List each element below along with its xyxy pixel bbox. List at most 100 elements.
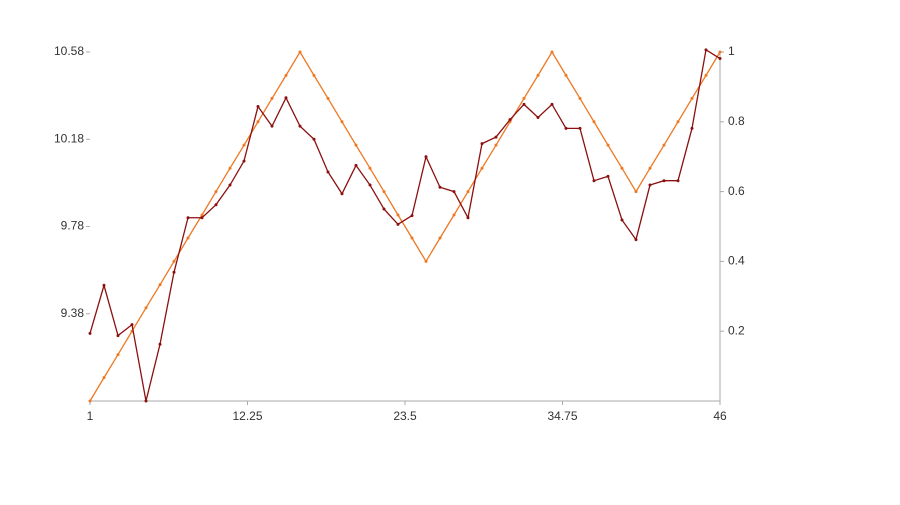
point: [452, 213, 456, 217]
point: [88, 331, 92, 335]
point: [354, 163, 358, 167]
point: [298, 124, 302, 128]
point: [354, 143, 358, 147]
point: [312, 73, 316, 77]
point: [368, 183, 372, 187]
y2-tick-label: 0.8: [728, 114, 745, 128]
point: [130, 323, 134, 327]
point: [172, 259, 176, 263]
point: [256, 120, 260, 124]
point: [158, 283, 162, 287]
series-line: [89, 48, 721, 402]
point: [326, 96, 330, 100]
point: [410, 214, 414, 218]
point: [718, 57, 722, 61]
point: [676, 120, 680, 124]
point: [242, 143, 246, 147]
x-tick-label: 12.25: [232, 409, 262, 423]
y2-tick-label: 0.6: [728, 184, 745, 198]
point: [256, 105, 260, 109]
point: [424, 155, 428, 159]
point: [522, 96, 526, 100]
point: [228, 166, 232, 170]
point: [102, 283, 106, 287]
point: [466, 190, 470, 194]
point: [620, 218, 624, 222]
y-tick-label: 10.18: [54, 131, 84, 145]
point: [284, 73, 288, 77]
series-line: [89, 50, 721, 402]
point: [466, 216, 470, 220]
point: [116, 353, 120, 357]
point: [634, 238, 638, 242]
point: [718, 50, 722, 54]
y-tick-label: 9.78: [61, 219, 85, 233]
point: [396, 213, 400, 217]
point: [536, 115, 540, 119]
point: [214, 203, 218, 207]
point: [368, 166, 372, 170]
y-tick-label: 10.58: [54, 44, 84, 58]
y2-tick-label: 0.4: [728, 254, 745, 268]
point: [214, 190, 218, 194]
point: [550, 102, 554, 106]
point: [172, 270, 176, 274]
point: [662, 143, 666, 147]
point: [242, 159, 246, 163]
y-tick-label: 9.38: [61, 306, 85, 320]
point: [606, 143, 610, 147]
x-tick-label: 46: [713, 409, 727, 423]
point: [424, 259, 428, 263]
point: [382, 207, 386, 211]
x-tick-label: 34.75: [547, 409, 577, 423]
point: [550, 50, 554, 54]
y2-tick-label: 1: [728, 44, 735, 58]
point: [382, 190, 386, 194]
point: [228, 183, 232, 187]
point: [270, 124, 274, 128]
point: [284, 96, 288, 100]
y2-tick-label: 0.2: [728, 323, 745, 337]
point: [186, 216, 190, 220]
point: [648, 183, 652, 187]
point: [690, 126, 694, 130]
point: [592, 179, 596, 183]
point: [704, 48, 708, 52]
x-tick-label: 23.5: [393, 409, 417, 423]
point: [340, 120, 344, 124]
point: [704, 73, 708, 77]
point: [200, 213, 204, 217]
point: [592, 120, 596, 124]
point: [186, 236, 190, 240]
point: [508, 118, 512, 122]
point: [606, 174, 610, 178]
point: [326, 170, 330, 174]
point: [340, 192, 344, 196]
point: [690, 96, 694, 100]
point: [662, 179, 666, 183]
point: [452, 190, 456, 194]
point: [634, 190, 638, 194]
point: [312, 137, 316, 141]
point: [298, 50, 302, 54]
point: [480, 166, 484, 170]
point: [200, 216, 204, 220]
point: [396, 222, 400, 226]
point: [270, 96, 274, 100]
point: [438, 236, 442, 240]
point: [494, 143, 498, 147]
point: [102, 376, 106, 380]
point: [438, 185, 442, 189]
point: [648, 166, 652, 170]
point: [88, 399, 92, 403]
point: [522, 102, 526, 106]
point: [578, 96, 582, 100]
point: [144, 306, 148, 310]
point: [480, 142, 484, 146]
point: [494, 135, 498, 139]
point: [676, 179, 680, 183]
point: [116, 334, 120, 338]
point: [536, 73, 540, 77]
point: [410, 236, 414, 240]
